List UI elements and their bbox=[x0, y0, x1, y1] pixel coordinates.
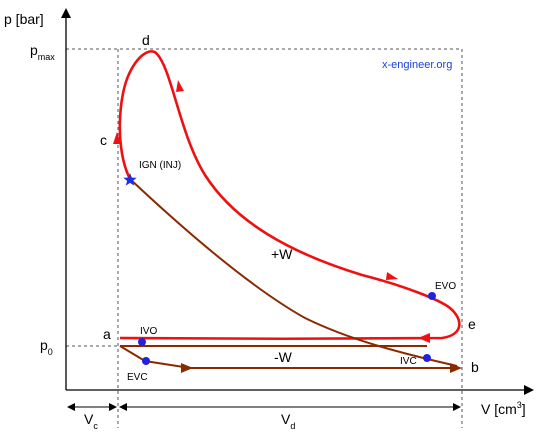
point-d-label: d bbox=[142, 32, 150, 48]
loop-red-path bbox=[118, 50, 461, 341]
point-c-label: c bbox=[100, 132, 107, 148]
ivo-dot bbox=[138, 338, 146, 346]
direction-arrow-exhaust bbox=[418, 333, 430, 343]
negative-work-label: -W bbox=[274, 349, 293, 365]
reference-lines bbox=[66, 48, 463, 428]
direction-arrow-c bbox=[113, 132, 121, 144]
vd-label: Vd bbox=[281, 411, 295, 431]
positive-work-label: +W bbox=[271, 246, 293, 262]
direction-arrow-evo bbox=[386, 272, 398, 280]
ivc-label: IVC bbox=[400, 356, 417, 367]
ivo-label: IVO bbox=[140, 326, 157, 337]
direction-arrow-intake bbox=[181, 363, 193, 373]
high-pressure-loop bbox=[113, 50, 461, 343]
direction-arrow-bdc bbox=[450, 363, 462, 373]
pmax-label: pmax bbox=[30, 42, 55, 62]
p0-label: p0 bbox=[40, 337, 53, 357]
compression-curve bbox=[129, 178, 458, 367]
evc-label: EVC bbox=[127, 372, 148, 383]
y-axis-label: p [bar] bbox=[4, 11, 44, 27]
brand-label: x-engineer.org bbox=[382, 59, 452, 71]
evo-label: EVO bbox=[435, 281, 456, 292]
low-pressure-loop bbox=[119, 178, 462, 373]
point-e-label: e bbox=[468, 316, 476, 332]
ivc-dot bbox=[423, 354, 431, 362]
evo-dot bbox=[428, 292, 436, 300]
point-b-label: b bbox=[471, 359, 479, 375]
point-a-label: a bbox=[103, 326, 111, 342]
ignition-star-icon bbox=[123, 173, 137, 186]
direction-arrow-d bbox=[176, 80, 184, 92]
evc-dot bbox=[142, 357, 150, 365]
ign-label: IGN (INJ) bbox=[139, 160, 181, 171]
intake-line bbox=[119, 345, 457, 369]
vc-label: Vc bbox=[84, 411, 98, 431]
x-axis-label: V [cm3] bbox=[481, 400, 526, 417]
